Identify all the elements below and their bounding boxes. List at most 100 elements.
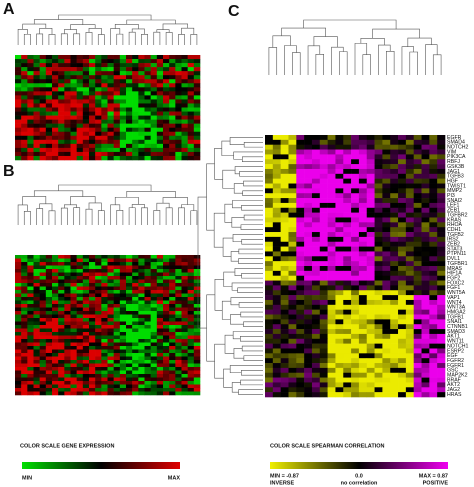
heatmap-cell <box>181 346 188 350</box>
heatmap-cell <box>58 360 65 364</box>
heatmap-cell <box>288 217 297 223</box>
heatmap-cell <box>95 75 102 80</box>
heatmap-cell <box>76 286 84 291</box>
heatmap-cell <box>21 342 28 347</box>
heatmap-cell <box>76 332 84 336</box>
heatmap-cell <box>150 79 158 84</box>
heatmap-cell <box>187 381 195 385</box>
heatmap-cell <box>280 309 289 315</box>
heatmap-cell <box>358 183 368 189</box>
heatmap-cell <box>119 391 127 396</box>
heatmap-cell <box>169 99 176 104</box>
heatmap-cell <box>45 388 53 392</box>
dendrogram-branch <box>141 207 148 225</box>
heatmap-cell <box>144 83 151 88</box>
dendrogram-branch <box>165 32 173 45</box>
heatmap-cell <box>39 115 47 120</box>
heatmap-cell <box>343 183 352 189</box>
heatmap-cell <box>280 188 289 194</box>
heatmap-cell <box>374 246 383 252</box>
heatmap-cell <box>319 222 328 228</box>
heatmap-cell <box>119 55 127 60</box>
heatmap-cell <box>358 377 368 383</box>
heatmap-cell <box>113 391 121 396</box>
heatmap-cell <box>150 311 158 315</box>
heatmap-cell <box>319 198 328 204</box>
heatmap-cell <box>272 367 281 374</box>
heatmap-cell <box>89 314 96 319</box>
heatmap-cell <box>343 270 352 277</box>
heatmap-cell <box>429 285 438 291</box>
heatmap-cell <box>390 319 399 325</box>
heatmap-cell <box>304 173 313 179</box>
heatmap-cell <box>27 367 34 371</box>
heatmap-cell <box>144 374 151 378</box>
heatmap-cell <box>76 360 84 364</box>
heatmap-cell <box>405 363 414 369</box>
heatmap-cell <box>429 149 438 155</box>
heatmap-cell <box>107 99 114 104</box>
heatmap-cell <box>429 377 438 383</box>
heatmap-cell <box>82 262 90 266</box>
dendrogram-branch <box>181 27 195 35</box>
heatmap-cell <box>70 115 77 120</box>
heatmap-cell <box>132 55 139 60</box>
heatmap-cell <box>429 232 438 238</box>
heatmap-cell <box>150 115 158 120</box>
heatmap-cell <box>193 95 201 100</box>
heatmap-cell <box>296 382 305 388</box>
heatmap-cell <box>327 324 336 330</box>
heatmap-cell <box>33 107 40 112</box>
heatmap-cell <box>70 255 77 259</box>
heatmap-cell <box>58 272 65 277</box>
heatmap-cell <box>187 119 195 124</box>
heatmap-cell <box>58 304 65 308</box>
heatmap-cell <box>156 258 164 263</box>
heatmap-cell <box>144 155 151 161</box>
heatmap-cell <box>265 299 274 306</box>
heatmap-cell <box>296 309 305 315</box>
heatmap-cell <box>437 227 446 233</box>
heatmap-cell <box>119 374 127 378</box>
dendrogram-branch <box>232 234 263 243</box>
heatmap-cell <box>89 143 96 149</box>
heatmap-cell <box>319 227 328 233</box>
dendrogram-branch <box>33 190 84 197</box>
heatmap-cell <box>70 346 77 350</box>
heatmap-cell <box>76 139 84 145</box>
heatmap-cell <box>76 349 84 354</box>
dendrogram-branch <box>241 272 263 279</box>
heatmap-cell <box>398 270 407 277</box>
heatmap-cell <box>64 377 71 382</box>
heatmap-cell <box>58 384 65 389</box>
heatmap-cell <box>76 79 84 84</box>
heatmap-cell <box>64 276 71 280</box>
heatmap-cell <box>119 276 127 280</box>
heatmap-cell <box>144 297 151 301</box>
heatmap-cell <box>319 173 328 179</box>
heatmap-cell <box>311 372 321 378</box>
heatmap-cell <box>304 299 313 306</box>
heatmap-cell <box>144 367 151 371</box>
heatmap-cell <box>272 246 281 252</box>
heatmap-cell <box>358 139 368 146</box>
heatmap-cell <box>374 353 383 359</box>
heatmap-cell <box>398 309 407 315</box>
heatmap-cell <box>27 79 34 84</box>
dendrogram-branch <box>190 34 198 45</box>
heatmap-cell <box>101 283 108 287</box>
heatmap-cell <box>27 127 34 133</box>
heatmap-cell <box>76 384 84 389</box>
heatmap-cell <box>280 222 289 228</box>
heatmap-cell <box>429 154 438 160</box>
row-label: MRAS <box>447 266 463 272</box>
heatmap-cell <box>187 325 195 329</box>
heatmap-cell <box>175 71 182 76</box>
heatmap-cell <box>33 255 40 259</box>
heatmap-cell <box>64 123 71 128</box>
heatmap-cell <box>144 123 151 128</box>
heatmap-cell <box>144 147 151 153</box>
heatmap-cell <box>64 269 71 273</box>
heatmap-cell <box>265 266 274 272</box>
heatmap-cell <box>343 217 352 223</box>
